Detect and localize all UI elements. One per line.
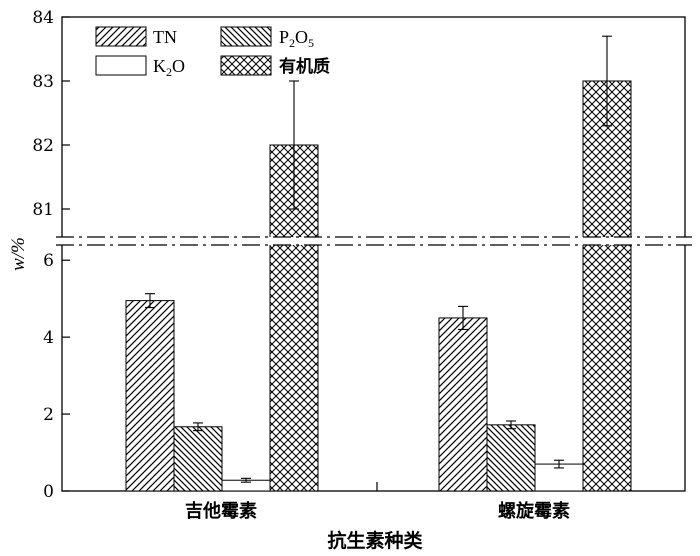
lower-y-axis: 0 2 4 6 (43, 251, 70, 502)
legend-swatch-p2o5 (220, 26, 272, 47)
y-axis-label: w/% (8, 237, 29, 271)
legend: TN P2O5 K2O 有机质 (95, 26, 330, 79)
upper-y-axis: 81 82 83 84 (32, 8, 70, 220)
upper-y-tick-label-1: 82 (32, 136, 54, 156)
bar-3-1 (582, 80, 632, 492)
lower-y-tick-label-0: 0 (43, 482, 54, 502)
legend-label-organic: 有机质 (279, 56, 330, 77)
legend-label-tn: TN (153, 27, 177, 47)
lower-y-tick-label-3: 6 (43, 251, 54, 271)
upper-y-tick-label-3: 84 (32, 8, 54, 28)
bar-3-0 (269, 144, 319, 492)
category-label-0: 吉他霉素 (185, 500, 257, 522)
legend-swatch-organic (220, 55, 272, 76)
legend-label-p2o5: P2O5 (279, 27, 314, 50)
bar-1-1 (486, 424, 536, 492)
category-label-1: 螺旋霉素 (498, 500, 570, 522)
x-axis-label: 抗生素种类 (327, 529, 422, 552)
bar-0-1 (438, 317, 488, 492)
plot-frame (61, 16, 686, 492)
axis-break-gap (56, 237, 692, 245)
upper-y-tick-label-2: 83 (32, 72, 54, 92)
lower-y-tick-label-2: 4 (43, 328, 54, 348)
legend-label-k2o: K2O (153, 56, 185, 79)
upper-y-tick-label-0: 81 (32, 200, 54, 220)
legend-swatch-k2o (95, 55, 147, 76)
bar-layer (125, 35, 632, 492)
lower-y-tick-label-1: 2 (43, 405, 54, 425)
legend-swatch-tn (95, 26, 147, 47)
bar-1-0 (173, 426, 223, 492)
bar-0-0 (125, 300, 175, 492)
